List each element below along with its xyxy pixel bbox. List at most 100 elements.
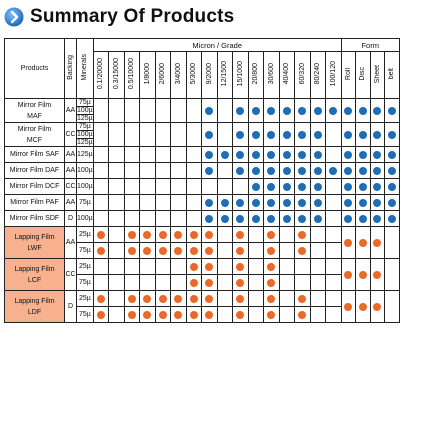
grade-cell [278,122,296,147]
grade-cell [154,178,172,195]
grade-cell [92,122,110,147]
form-cell [369,194,386,211]
grade-cell [108,258,125,275]
form-cell [340,122,357,147]
grade-cell [278,306,296,323]
grade-cell [294,274,311,291]
availability-dot-blue [205,150,214,159]
grade-cell [154,162,172,179]
grade-cell [201,210,218,227]
grade-cell [325,290,342,307]
grade-cell [247,98,265,123]
grade-cell [201,258,218,275]
grade-cell [247,210,265,227]
table-row: Lapping Film LWF AA 25µ [4,226,400,259]
availability-dot-blue [313,106,322,115]
availability-dot-blue [251,150,260,159]
mineral-micron: 100µ [76,210,94,227]
header-form-type: Roll [340,51,357,99]
grade-cell [154,290,172,307]
form-cell [384,210,400,227]
header-grade-label: 0.5/10000 [128,58,136,90]
grade-cell [278,274,296,291]
grade-cell [232,210,249,227]
grade-cell [325,178,342,195]
grade-cell [92,210,110,227]
grade-cell [309,98,327,123]
grade-cell [108,178,125,195]
availability-dot-blue [298,106,307,115]
grade-cell [201,122,218,147]
availability-dot-orange [174,310,183,319]
grade-cell [325,194,342,211]
grade-cell [154,274,172,291]
product-name: Mirror Film SAF [4,146,65,163]
availability-dot-orange [236,262,245,271]
grade-cell [185,146,203,163]
availability-dot-orange [358,302,367,311]
availability-dot-orange [267,278,276,287]
header-grade-label: 12/1500 [221,61,229,87]
grade-cell [185,306,203,323]
product-name: Lapping Film LCF [4,258,65,291]
grade-cell [263,210,280,227]
form-cell [369,226,386,259]
availability-dot-blue [220,198,229,207]
grade-cell [170,274,187,291]
grade-cell [185,226,203,243]
availability-dot-blue [236,166,245,175]
availability-dot-orange [267,310,276,319]
grade-cell [232,306,249,323]
header-grade-label: 9/2000 [205,63,213,85]
availability-dot-orange [344,270,353,279]
form-cell [369,290,386,323]
availability-dot-orange [205,230,214,239]
header-grade: 60/320 [294,51,311,99]
grade-cell [139,122,156,147]
availability-dot-blue [298,182,307,191]
grade-cell [123,210,141,227]
grade-cell [108,226,125,243]
availability-dot-blue [373,106,382,115]
form-cell [355,290,371,323]
availability-dot-blue [344,166,353,175]
form-cell [355,258,371,291]
mineral-micron: 75µ [76,306,94,323]
availability-dot-orange [174,230,183,239]
availability-dot-blue [236,198,245,207]
grade-cell [108,306,125,323]
grade-cell [154,122,172,147]
grade-cell [247,178,265,195]
availability-dot-blue [282,130,291,139]
grade-cell [139,162,156,179]
header-form-type-label: Disc [359,67,367,81]
table-row: Mirror Film MAF AA 75µ [4,98,400,123]
availability-dot-orange [236,278,245,287]
header-micron-grade: Micron / Grade [92,38,342,52]
header-grade: 5/3000 [185,51,203,99]
grade-cell [139,226,156,243]
table-row: Mirror Film PAF AA 75µ [4,194,400,211]
form-cell [384,290,400,323]
availability-dot-blue [282,150,291,159]
availability-dot-orange [96,246,105,255]
product-name: Lapping Film LDF [4,290,65,323]
header-backing: Backing [64,38,77,99]
header-grade: 0.3/15000 [108,51,125,99]
mineral-micron: 25µ [76,290,94,307]
grade-cell [294,290,311,307]
grade-cell [216,306,234,323]
form-cell [340,290,357,323]
header-grade-label: 20/800 [252,63,260,85]
availability-dot-blue [387,166,396,175]
grade-cell [278,194,296,211]
availability-dot-orange [267,262,276,271]
grade-cell [232,290,249,307]
grade-cell [216,98,234,123]
product-name: Mirror Film DCF [4,178,65,195]
grade-cell [278,98,296,123]
form-cell [384,98,400,123]
grade-cell [247,274,265,291]
availability-dot-orange [127,294,136,303]
grade-cell [325,226,342,243]
